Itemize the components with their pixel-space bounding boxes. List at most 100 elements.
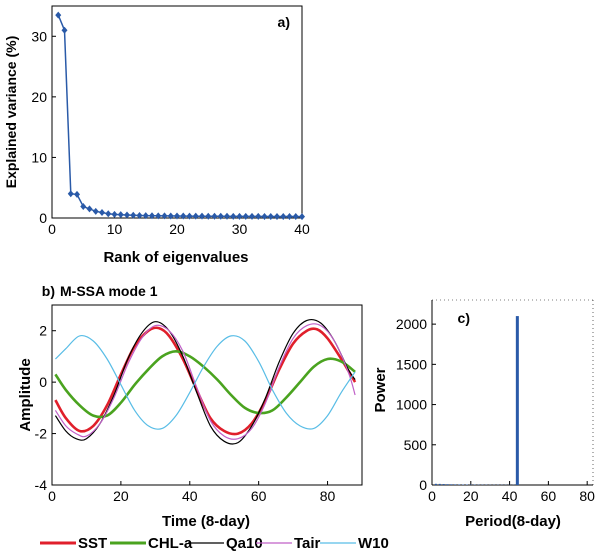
c-x-tick-label: 40 (502, 488, 518, 504)
legend-label-qa10: Qa10 (226, 535, 263, 552)
eigenvalue-marker (117, 211, 124, 219)
b-x-tick-label: 60 (251, 488, 267, 504)
eigenvalue-marker (92, 207, 99, 215)
eigenvalue-marker (99, 209, 105, 217)
eigenvalue-marker (149, 212, 155, 220)
eigenvalue-marker (124, 211, 130, 219)
b-x-tick-label: 80 (320, 488, 336, 504)
a-x-tick-label: 0 (48, 221, 56, 237)
c-y-tick-label: 2000 (396, 316, 427, 332)
spectrum-bar (434, 483, 437, 485)
eigenvalue-marker (174, 212, 180, 220)
c-x-tick-label: 20 (463, 488, 479, 504)
a-y-tick-label: 10 (31, 149, 47, 165)
panel-a-label: a) (278, 14, 290, 30)
eigenvalue-marker (242, 212, 249, 220)
a-x-tick-label: 20 (169, 221, 185, 237)
b-y-axis-label: Amplitude (17, 358, 34, 431)
c-y-tick-label: 0 (419, 477, 427, 493)
panel-c-label: c) (458, 310, 470, 326)
eigenvalue-marker (249, 212, 255, 220)
a-x-tick-label: 40 (294, 221, 310, 237)
legend-label-tair: Tair (294, 535, 321, 552)
panel-a-scree-plot: 0 10 20 30 40 0 10 20 30 a) Rank of eigenvalues Exp… (3, 5, 310, 266)
eigenvalue-marker (155, 212, 162, 220)
legend-label-w10: W10 (358, 535, 389, 552)
eigenvalue-marker (80, 202, 87, 210)
eigenvalue-marker (86, 205, 93, 213)
series-line-qa10 (54, 318, 356, 445)
eigenvalue-marker (111, 210, 118, 218)
a-x-tick-label: 30 (232, 221, 248, 237)
eigenvalue-marker (186, 212, 193, 220)
eigenvalue-marker (180, 212, 187, 220)
eigenvalue-marker (136, 211, 143, 219)
series-line-w10 (54, 334, 356, 430)
eigenvalue-marker (230, 212, 237, 220)
eigenvalue-marker (292, 213, 299, 221)
explained-variance-line (57, 14, 303, 218)
a-axes-box (51, 5, 303, 219)
eigenvalue-marker (236, 212, 243, 220)
c-x-tick-label: 60 (541, 488, 557, 504)
eigenvalue-marker (199, 212, 205, 220)
panel-c-power-spectrum: 0 20 40 60 80 0 500 1000 1500 2000 c) Period(8-day)… (372, 299, 595, 530)
eigenvalue-marker (61, 26, 68, 34)
c-y-tick-label: 1500 (396, 356, 427, 372)
eigenvalue-marker (142, 212, 149, 220)
a-x-axis-label: Rank of eigenvalues (103, 249, 248, 266)
a-y-axis-label: Explained variance (%) (3, 36, 19, 189)
b-x-axis-label: Time (8-day) (162, 513, 250, 530)
eigenvalue-marker (67, 190, 74, 198)
b-x-tick-label: 0 (48, 488, 56, 504)
eigenvalue-marker (161, 212, 168, 220)
b-x-tick-label: 40 (182, 488, 198, 504)
legend: SST CHL-a Qa10 Tair W10 (40, 535, 389, 552)
eigenvalue-marker (280, 213, 287, 221)
a-y-tick-label: 30 (31, 28, 47, 44)
a-y-tick-label: 20 (31, 89, 47, 105)
eigenvalue-marker (299, 213, 305, 221)
eigenvalue-marker (55, 11, 62, 19)
b-y-tick-label: 2 (39, 323, 47, 339)
eigenvalue-marker (192, 212, 199, 220)
eigenvalue-marker (130, 211, 137, 219)
spectrum-bar (450, 484, 453, 485)
b-axes-box (51, 304, 363, 486)
legend-label-chl-a: CHL-a (148, 535, 193, 552)
c-y-axis-label: Power (372, 367, 389, 412)
c-y-tick-label: 500 (404, 437, 428, 453)
eigenvalue-marker (286, 213, 293, 221)
b-y-tick-label: -2 (35, 426, 48, 442)
panel-b-label: b) (42, 283, 55, 299)
spectrum-bar (442, 484, 445, 485)
c-x-tick-label: 0 (428, 488, 436, 504)
eigenvalue-marker (261, 212, 268, 220)
eigenvalue-marker (217, 212, 224, 220)
eigenvalue-marker (224, 212, 230, 220)
legend-label-sst: SST (78, 535, 107, 552)
c-x-axis-label: Period(8-day) (465, 513, 561, 530)
eigenvalue-marker (274, 212, 280, 220)
c-y-tick-label: 1000 (396, 397, 427, 413)
spectrum-bar (454, 484, 457, 485)
b-x-tick-label: 20 (113, 488, 129, 504)
c-x-tick-label: 80 (579, 488, 595, 504)
eigenvalue-marker (211, 212, 218, 220)
spectrum-bar (458, 484, 461, 485)
b-title: M-SSA mode 1 (60, 283, 158, 299)
spectrum-bar (515, 316, 519, 485)
eigenvalue-marker (267, 212, 274, 220)
b-y-tick-label: -4 (35, 477, 48, 493)
eigenvalue-marker (74, 190, 80, 198)
spectrum-bar (446, 484, 449, 485)
eigenvalue-marker (255, 212, 262, 220)
series-line-tair (54, 323, 356, 440)
a-x-tick-label: 10 (107, 221, 123, 237)
panel-b-mssa-mode: 0 20 40 60 80 -4 -2 0 2 b) M-SSA mode 1 Time (8-day… (17, 283, 363, 530)
spectrum-bar (438, 483, 441, 485)
b-y-tick-label: 0 (39, 374, 47, 390)
eigenvalue-marker (105, 210, 112, 218)
eigenvalue-marker (167, 212, 174, 220)
